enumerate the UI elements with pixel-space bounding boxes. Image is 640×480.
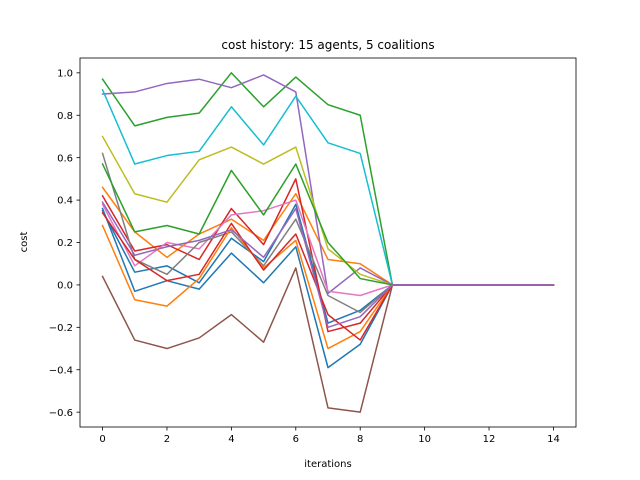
chart-title: cost history: 15 agents, 5 coalitions xyxy=(221,38,434,52)
x-tick-label: 10 xyxy=(418,434,431,445)
y-tick-label: 0.4 xyxy=(57,196,73,207)
x-axis-label: iterations xyxy=(304,459,351,470)
x-tick-label: 4 xyxy=(228,434,234,445)
y-tick-label: 0.8 xyxy=(57,111,73,122)
y-tick-label: 0.2 xyxy=(57,238,73,249)
x-tick-label: 14 xyxy=(547,434,560,445)
y-tick-label: −0.4 xyxy=(49,365,73,376)
y-axis-label: cost xyxy=(19,232,30,253)
y-tick-label: −0.2 xyxy=(49,323,73,334)
series-layer xyxy=(101,72,555,413)
y-tick-label: 0.0 xyxy=(57,281,73,292)
x-axis: 0 2 4 6 8 10 12 14 xyxy=(99,427,560,445)
y-tick-label: 0.6 xyxy=(57,153,73,164)
y-axis: −0.6 −0.4 −0.2 0.0 0.2 0.4 0.6 0.8 1.0 xyxy=(49,68,80,419)
x-tick-label: 2 xyxy=(164,434,170,445)
x-tick-label: 0 xyxy=(99,434,105,445)
x-tick-label: 6 xyxy=(293,434,299,445)
y-tick-label: 1.0 xyxy=(57,68,73,79)
x-tick-label: 12 xyxy=(483,434,496,445)
x-tick-label: 8 xyxy=(357,434,363,445)
y-tick-label: −0.6 xyxy=(49,408,73,419)
series-line-15 xyxy=(101,201,555,329)
